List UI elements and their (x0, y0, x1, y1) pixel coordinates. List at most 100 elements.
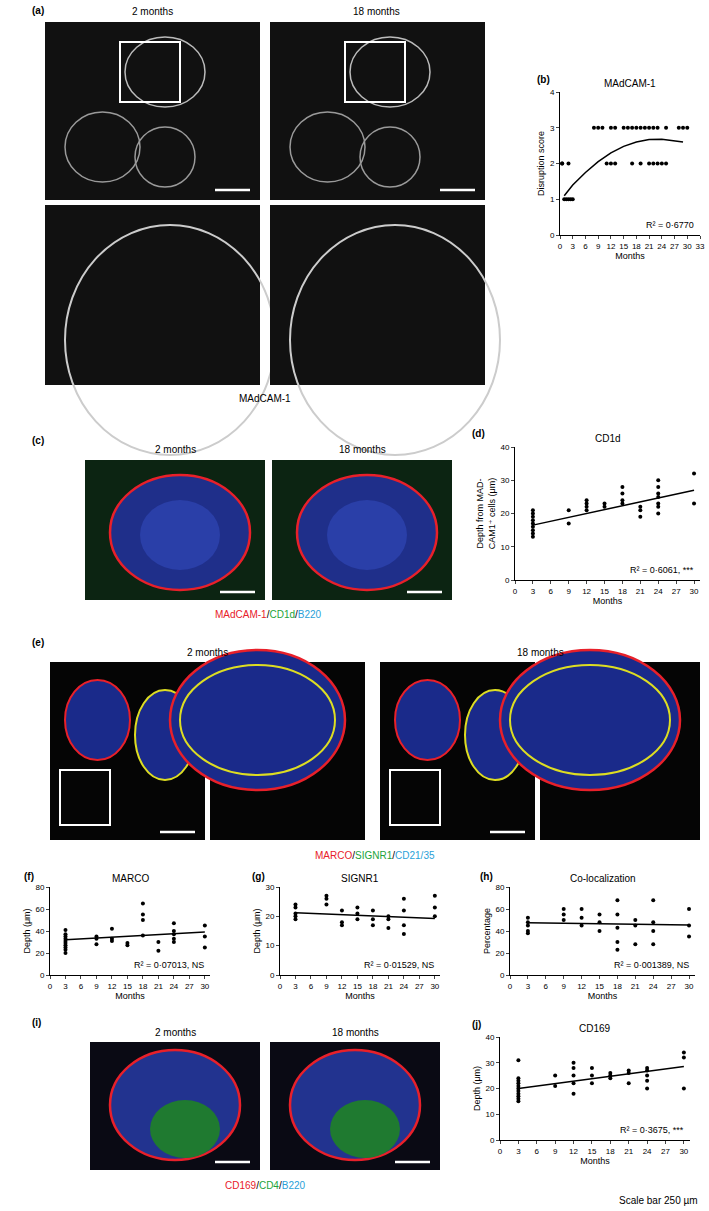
svg-text:(j): (j) (472, 1019, 481, 1030)
svg-text:6: 6 (583, 242, 588, 251)
svg-text:10: 10 (500, 543, 509, 552)
svg-text:3: 3 (63, 982, 68, 991)
svg-text:30: 30 (430, 982, 439, 991)
svg-text:33: 33 (696, 242, 705, 251)
svg-text:80: 80 (35, 883, 44, 892)
svg-text:15: 15 (595, 982, 604, 991)
svg-text:0: 0 (490, 1136, 495, 1145)
svg-text:2 months: 2 months (132, 6, 173, 17)
svg-text:24: 24 (399, 982, 408, 991)
svg-text:21: 21 (631, 982, 640, 991)
svg-text:3: 3 (550, 124, 555, 133)
svg-text:30: 30 (200, 982, 209, 991)
svg-text:0: 0 (498, 1147, 503, 1156)
svg-text:18 months: 18 months (339, 444, 386, 455)
svg-text:(d): (d) (472, 428, 485, 439)
svg-text:(g): (g) (252, 871, 265, 882)
svg-text:3: 3 (516, 1147, 521, 1156)
svg-text:2 months: 2 months (155, 1027, 196, 1038)
svg-text:30: 30 (690, 587, 699, 596)
svg-text:R² = 0·01529, NS: R² = 0·01529, NS (364, 960, 434, 970)
svg-text:20: 20 (265, 912, 274, 921)
svg-text:Months: Months (115, 991, 145, 1001)
svg-text:18: 18 (613, 982, 622, 991)
svg-text:40: 40 (485, 1033, 494, 1042)
svg-text:27: 27 (661, 1147, 670, 1156)
svg-text:40: 40 (35, 927, 44, 936)
svg-text:0: 0 (513, 587, 518, 596)
svg-text:30: 30 (683, 242, 692, 251)
svg-text:18: 18 (368, 982, 377, 991)
svg-text:SIGNR1: SIGNR1 (341, 873, 379, 884)
svg-text:15: 15 (619, 242, 628, 251)
svg-text:2 months: 2 months (155, 444, 196, 455)
svg-text:12: 12 (107, 982, 116, 991)
svg-text:(c): (c) (32, 435, 44, 446)
svg-text:0: 0 (500, 971, 505, 980)
svg-text:0: 0 (270, 971, 275, 980)
svg-text:9: 9 (94, 982, 99, 991)
svg-text:18: 18 (632, 242, 641, 251)
svg-text:MAdCAM-1: MAdCAM-1 (604, 78, 656, 89)
svg-text:12: 12 (606, 242, 615, 251)
svg-text:24: 24 (654, 587, 663, 596)
svg-text:24: 24 (643, 1147, 652, 1156)
svg-text:(e): (e) (32, 637, 44, 648)
svg-text:60: 60 (35, 905, 44, 914)
svg-text:15: 15 (353, 982, 362, 991)
svg-text:9: 9 (553, 1147, 558, 1156)
svg-text:(b): (b) (537, 74, 550, 85)
svg-text:18: 18 (606, 1147, 615, 1156)
svg-text:3: 3 (571, 242, 576, 251)
svg-text:20: 20 (500, 509, 509, 518)
svg-text:9: 9 (566, 587, 571, 596)
svg-text:18 months: 18 months (353, 6, 400, 17)
svg-text:0: 0 (48, 982, 53, 991)
svg-text:3: 3 (293, 982, 298, 991)
svg-text:Depth (μm): Depth (μm) (472, 1066, 482, 1111)
svg-text:60: 60 (495, 905, 504, 914)
svg-text:CD169: CD169 (579, 1023, 611, 1034)
svg-text:Depth (μm): Depth (μm) (252, 908, 262, 953)
svg-text:27: 27 (415, 982, 424, 991)
svg-text:10: 10 (265, 941, 274, 950)
svg-text:0: 0 (508, 982, 513, 991)
svg-text:6: 6 (544, 982, 549, 991)
svg-text:27: 27 (185, 982, 194, 991)
svg-text:R² = 0·3675, ***: R² = 0·3675, *** (620, 1125, 684, 1135)
svg-text:(f): (f) (24, 871, 34, 882)
svg-text:18 months: 18 months (517, 647, 564, 658)
svg-text:Months: Months (345, 991, 375, 1001)
svg-text:15: 15 (123, 982, 132, 991)
svg-text:20: 20 (485, 1084, 494, 1093)
svg-text:27: 27 (670, 242, 679, 251)
svg-text:21: 21 (154, 982, 163, 991)
svg-text:0: 0 (505, 576, 510, 585)
svg-text:(h): (h) (480, 871, 493, 882)
svg-text:30: 30 (265, 883, 274, 892)
svg-text:21: 21 (645, 242, 654, 251)
svg-text:R² = 0·07013, NS: R² = 0·07013, NS (134, 960, 204, 970)
svg-text:Months: Months (593, 596, 623, 606)
svg-text:0: 0 (278, 982, 283, 991)
svg-text:R² = 0·001389, NS: R² = 0·001389, NS (614, 960, 689, 970)
svg-text:12: 12 (569, 1147, 578, 1156)
svg-text:27: 27 (672, 587, 681, 596)
svg-text:Depth (μm): Depth (μm) (22, 908, 32, 953)
svg-text:3: 3 (531, 587, 536, 596)
svg-text:Scale bar 250 µm: Scale bar 250 µm (619, 1195, 698, 1206)
svg-text:40: 40 (495, 927, 504, 936)
svg-text:3: 3 (526, 982, 531, 991)
svg-text:21: 21 (624, 1147, 633, 1156)
svg-text:10: 10 (485, 1110, 494, 1119)
svg-text:Disruption score: Disruption score (536, 131, 546, 196)
svg-text:30: 30 (685, 982, 694, 991)
svg-text:12: 12 (582, 587, 591, 596)
svg-text:Co-localization: Co-localization (570, 873, 636, 884)
svg-text:2: 2 (550, 159, 555, 168)
svg-text:9: 9 (561, 982, 566, 991)
svg-text:MAdCAM-1/CD1d/B220: MAdCAM-1/CD1d/B220 (215, 609, 322, 620)
svg-text:24: 24 (649, 982, 658, 991)
svg-text:0: 0 (40, 971, 45, 980)
svg-text:30: 30 (485, 1059, 494, 1068)
